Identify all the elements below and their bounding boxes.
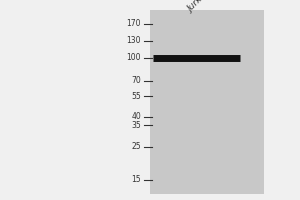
Text: 15: 15 xyxy=(131,175,141,184)
Text: 25: 25 xyxy=(131,142,141,151)
Text: 35: 35 xyxy=(131,121,141,130)
Text: 70: 70 xyxy=(131,76,141,85)
Text: 170: 170 xyxy=(127,19,141,28)
Text: 100: 100 xyxy=(127,53,141,62)
Text: 130: 130 xyxy=(127,36,141,45)
Text: 40: 40 xyxy=(131,112,141,121)
Text: 55: 55 xyxy=(131,92,141,101)
Text: Jurkat: Jurkat xyxy=(186,0,211,14)
Bar xyxy=(150,10,264,194)
